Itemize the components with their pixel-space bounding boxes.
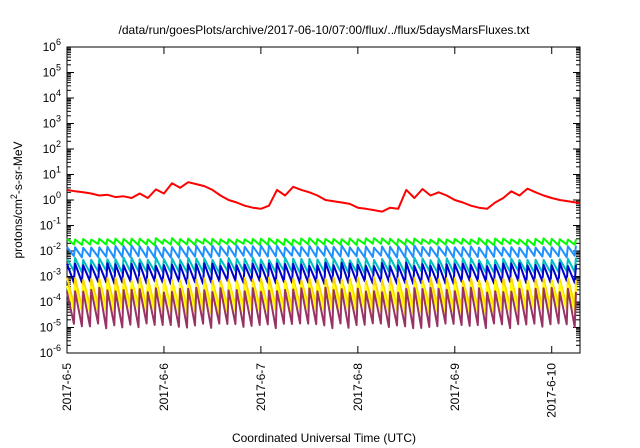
y-tick-label: 101 <box>43 165 61 182</box>
series-line-4 <box>66 256 577 275</box>
x-tick-label: 2017-6-9 <box>448 363 462 411</box>
x-axis-label: Coordinated Universal Time (UTC) <box>232 431 416 445</box>
y-tick-label: 10-2 <box>40 241 61 258</box>
y-axis-ticks: 10-6 10-5 10-4 10-3 10-2 10-1 100 101 102 103 104 1… <box>40 37 580 360</box>
x-tick-label: 2017-6-8 <box>351 363 365 411</box>
x-tick-label: 2017-6-6 <box>157 363 171 411</box>
y-tick-label: 10-5 <box>40 318 61 335</box>
y-axis-label: protons/cm2-s-sr-MeV <box>9 141 25 258</box>
series-line-8 <box>66 286 577 330</box>
series-line-1 <box>66 181 581 213</box>
y-tick-label: 102 <box>43 139 61 156</box>
y-tick-label: 103 <box>43 114 61 131</box>
x-tick-label: 2017-6-5 <box>60 363 74 411</box>
y-tick-label: 10-4 <box>40 292 61 309</box>
x-axis-ticks: 2017-6-5 2017-6-6 2017-6-7 2017-6-8 2017-6-9… <box>60 47 559 418</box>
x-tick-label: 2017-6-10 <box>545 363 559 418</box>
x-tick-label: 2017-6-7 <box>254 363 268 411</box>
chart-title: /data/run/goesPlots/archive/2017-06-10/0… <box>119 23 531 37</box>
y-tick-label: 10-1 <box>40 216 61 233</box>
y-tick-label: 100 <box>43 190 61 207</box>
y-axis-label-text: protons/cm2-s-sr-MeV <box>9 141 25 258</box>
y-tick-label: 10-6 <box>40 343 61 360</box>
y-tick-label: 105 <box>43 63 61 80</box>
series-line-2 <box>66 237 577 247</box>
y-tick-label: 104 <box>43 88 61 105</box>
series-line-3 <box>66 244 577 259</box>
y-tick-label: 106 <box>43 37 61 54</box>
data-series <box>66 181 581 330</box>
y-tick-label: 10-3 <box>40 267 61 284</box>
